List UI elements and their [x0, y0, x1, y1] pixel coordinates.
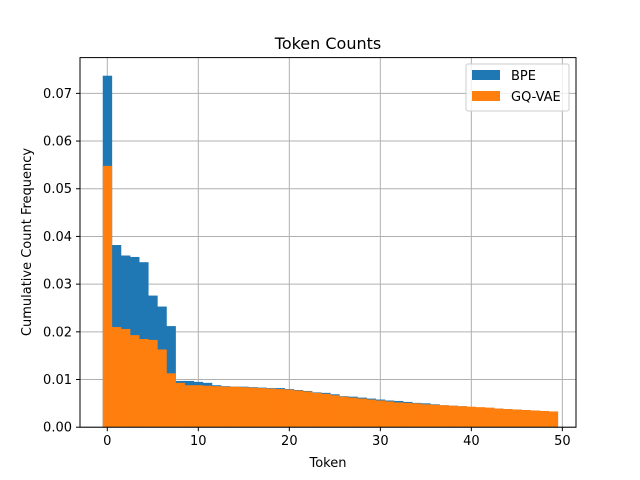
- y-tick-label: 0.04: [43, 230, 72, 245]
- y-tick-label: 0.05: [43, 182, 72, 197]
- gq-vae-bar: [239, 387, 249, 428]
- gq-vae-bar: [284, 389, 295, 428]
- gq-vae-bar: [230, 386, 240, 428]
- x-tick-label: 20: [281, 434, 298, 449]
- y-axis-label: Cumulative Count Frequency: [20, 148, 35, 337]
- gq-vae-bar: [139, 338, 149, 428]
- gq-vae-bar: [193, 385, 204, 428]
- gq-vae-bar: [475, 407, 486, 428]
- gq-vae-bar: [266, 388, 276, 428]
- y-tick-label: 0.02: [43, 325, 72, 340]
- gq-vae-bar: [120, 328, 131, 428]
- legend-label-gq-vae: GQ-VAE: [511, 90, 561, 105]
- gq-vae-bar: [293, 390, 304, 428]
- y-tick-label: 0.07: [43, 87, 72, 102]
- gq-vae-bar: [348, 397, 358, 428]
- legend-swatch-bpe: [472, 70, 500, 80]
- gq-vae-bar: [330, 395, 340, 428]
- gq-vae-bar: [430, 404, 440, 428]
- gq-vae-bar: [275, 389, 286, 428]
- plot-frame: [79, 57, 577, 428]
- gq-vae-bar: [393, 402, 404, 428]
- gq-vae-bar: [312, 392, 322, 428]
- gq-vae-bar: [375, 400, 386, 428]
- gq-vae-bar: [211, 386, 222, 428]
- gq-vae-bar: [148, 339, 158, 428]
- gq-vae-bar: [157, 349, 167, 428]
- y-tick-label: 0.01: [43, 373, 72, 388]
- gq-vae-bar: [248, 387, 258, 428]
- legend-label-bpe: BPE: [511, 69, 536, 84]
- gq-vae-bar: [302, 391, 313, 428]
- x-tick-label: 50: [554, 434, 571, 449]
- gq-vae-bar: [184, 385, 195, 428]
- gq-vae-bar: [548, 411, 559, 428]
- gq-vae-bar: [494, 408, 504, 428]
- gq-vae-bar: [339, 396, 349, 428]
- gq-vae-bar: [466, 406, 477, 428]
- gq-vae-bar: [102, 165, 113, 428]
- gq-vae-bar: [257, 388, 267, 428]
- y-tick-label: 0.03: [43, 278, 72, 293]
- legend-swatch-gq-vae: [472, 91, 500, 101]
- gq-vae-bar: [221, 386, 231, 428]
- gq-vae-bar: [403, 402, 413, 428]
- gq-vae-bar: [202, 385, 213, 428]
- gq-vae-bar: [175, 382, 185, 428]
- gq-vae-bar: [421, 404, 431, 428]
- x-tick-label: 40: [463, 434, 480, 449]
- y-tick-label: 0.00: [43, 421, 72, 436]
- chart-title: Token Counts: [274, 34, 381, 53]
- gq-vae-bar: [512, 409, 522, 428]
- y-tick-label: 0.06: [43, 135, 72, 150]
- gq-vae-bar: [321, 393, 331, 428]
- gq-vae-bar: [457, 406, 468, 428]
- gq-vae-bar: [166, 373, 176, 428]
- gq-vae-bar: [484, 407, 495, 428]
- gq-vae-bar: [448, 405, 458, 428]
- gq-vae-bar: [503, 409, 513, 428]
- gq-vae-series-bars: [102, 165, 559, 428]
- gq-vae-bar: [439, 405, 449, 428]
- x-tick-label: 30: [372, 434, 389, 449]
- x-tick-label: 0: [103, 434, 111, 449]
- gq-vae-bar: [521, 410, 531, 428]
- x-axis-label: Token: [309, 456, 347, 471]
- legend: BPE GQ-VAE: [465, 63, 570, 112]
- gq-vae-bar: [384, 401, 395, 428]
- gq-vae-bar: [357, 398, 367, 428]
- x-axis-ticks: 0 10 20 30 40 50: [103, 427, 571, 449]
- gq-vae-bar: [539, 410, 549, 428]
- gq-vae-bar: [366, 399, 377, 428]
- x-tick-label: 10: [190, 434, 207, 449]
- gq-vae-bar: [111, 327, 122, 428]
- gq-vae-bar: [530, 410, 540, 428]
- gq-vae-bar: [130, 335, 140, 428]
- y-axis-ticks: 0.00 0.01 0.02 0.03 0.04 0.05 0.06 0.07: [43, 87, 80, 436]
- gq-vae-bar: [412, 403, 422, 428]
